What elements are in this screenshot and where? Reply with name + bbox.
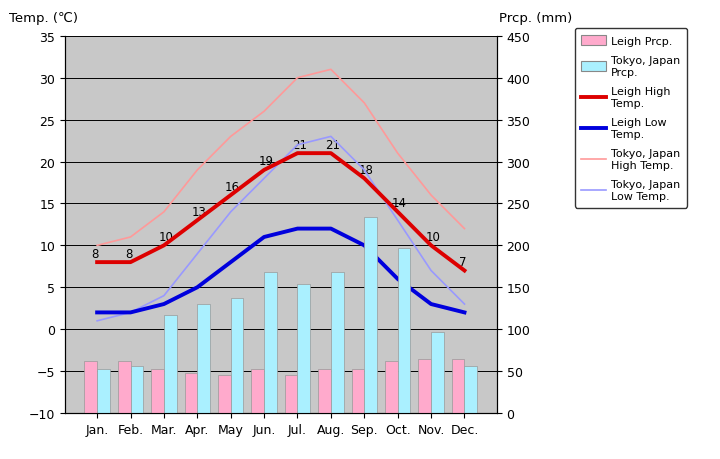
Text: 8: 8	[91, 247, 99, 260]
Text: 10: 10	[426, 230, 441, 243]
Tokyo, Japan
Low Temp.	[427, 268, 436, 274]
Bar	[197, 304, 210, 413]
Legend: Leigh Prcp., Tokyo, Japan
Prcp., Leigh High
Temp., Leigh Low
Temp., Tokyo, Japan: Leigh Prcp., Tokyo, Japan Prcp., Leigh H…	[575, 29, 687, 208]
Leigh High
Temp.	[193, 218, 202, 224]
Tokyo, Japan
High Temp.	[393, 151, 402, 157]
Leigh High
Temp.	[93, 260, 102, 265]
Bar	[218, 375, 230, 413]
Text: 14: 14	[392, 197, 407, 210]
Leigh High
Temp.	[226, 193, 235, 198]
Bar	[318, 369, 331, 413]
Bar	[464, 366, 477, 413]
Tokyo, Japan
High Temp.	[360, 101, 369, 106]
Text: 21: 21	[292, 138, 307, 151]
Bar	[364, 218, 377, 413]
Bar	[418, 359, 431, 413]
Tokyo, Japan
High Temp.	[460, 226, 469, 232]
Tokyo, Japan
High Temp.	[193, 168, 202, 174]
Leigh Low
Temp.	[160, 302, 168, 307]
Line: Leigh Low
Temp.: Leigh Low Temp.	[97, 229, 464, 313]
Leigh Low
Temp.	[226, 260, 235, 265]
Tokyo, Japan
High Temp.	[160, 210, 168, 215]
Leigh High
Temp.	[160, 243, 168, 249]
Text: 8: 8	[125, 247, 132, 260]
Tokyo, Japan
High Temp.	[126, 235, 135, 240]
Leigh Low
Temp.	[427, 302, 436, 307]
Tokyo, Japan
High Temp.	[93, 243, 102, 249]
Line: Leigh High
Temp.: Leigh High Temp.	[97, 154, 464, 271]
Tokyo, Japan
Low Temp.	[460, 302, 469, 307]
Leigh Low
Temp.	[460, 310, 469, 315]
Text: 16: 16	[225, 180, 240, 193]
Line: Tokyo, Japan
High Temp.: Tokyo, Japan High Temp.	[97, 70, 464, 246]
Tokyo, Japan
Low Temp.	[160, 293, 168, 299]
Tokyo, Japan
High Temp.	[293, 76, 302, 81]
Leigh High
Temp.	[393, 210, 402, 215]
Tokyo, Japan
Low Temp.	[193, 252, 202, 257]
Tokyo, Japan
Low Temp.	[93, 319, 102, 324]
Tokyo, Japan
Low Temp.	[327, 134, 336, 140]
Tokyo, Japan
Low Temp.	[360, 168, 369, 174]
Tokyo, Japan
High Temp.	[260, 109, 269, 115]
Leigh Low
Temp.	[260, 235, 269, 240]
Leigh High
Temp.	[427, 243, 436, 249]
Tokyo, Japan
Low Temp.	[260, 176, 269, 182]
Leigh High
Temp.	[126, 260, 135, 265]
Bar	[230, 298, 243, 413]
Text: 7: 7	[459, 255, 467, 269]
Bar	[97, 369, 110, 413]
Tokyo, Japan
High Temp.	[427, 193, 436, 198]
Bar	[397, 248, 410, 413]
Leigh High
Temp.	[360, 176, 369, 182]
Text: 18: 18	[359, 163, 374, 176]
Leigh Low
Temp.	[327, 226, 336, 232]
Text: 13: 13	[192, 205, 207, 218]
Leigh High
Temp.	[460, 268, 469, 274]
Bar	[431, 332, 444, 413]
Leigh Low
Temp.	[360, 243, 369, 249]
Leigh Low
Temp.	[193, 285, 202, 291]
Bar	[184, 373, 197, 413]
Bar	[385, 361, 397, 413]
Tokyo, Japan
High Temp.	[327, 67, 336, 73]
Bar	[130, 366, 143, 413]
Leigh Low
Temp.	[293, 226, 302, 232]
Bar	[351, 369, 364, 413]
Line: Tokyo, Japan
Low Temp.: Tokyo, Japan Low Temp.	[97, 137, 464, 321]
Leigh High
Temp.	[327, 151, 336, 157]
Text: 10: 10	[158, 230, 174, 243]
Tokyo, Japan
Low Temp.	[126, 310, 135, 315]
Leigh Low
Temp.	[126, 310, 135, 315]
Bar	[251, 369, 264, 413]
Bar	[285, 375, 297, 413]
Text: 19: 19	[258, 155, 274, 168]
Leigh High
Temp.	[260, 168, 269, 174]
Leigh Low
Temp.	[393, 276, 402, 282]
Bar	[118, 361, 130, 413]
Bar	[151, 369, 164, 413]
Bar	[264, 273, 276, 413]
Leigh High
Temp.	[293, 151, 302, 157]
Leigh Low
Temp.	[93, 310, 102, 315]
Bar	[331, 273, 343, 413]
Bar	[451, 359, 464, 413]
Bar	[164, 315, 176, 413]
Bar	[84, 361, 97, 413]
Text: Temp. (℃): Temp. (℃)	[9, 12, 78, 25]
Tokyo, Japan
Low Temp.	[393, 218, 402, 224]
Text: Prcp. (mm): Prcp. (mm)	[499, 12, 572, 25]
Tokyo, Japan
High Temp.	[226, 134, 235, 140]
Tokyo, Japan
Low Temp.	[293, 143, 302, 148]
Tokyo, Japan
Low Temp.	[226, 210, 235, 215]
Bar	[297, 284, 310, 413]
Text: 21: 21	[325, 138, 341, 151]
